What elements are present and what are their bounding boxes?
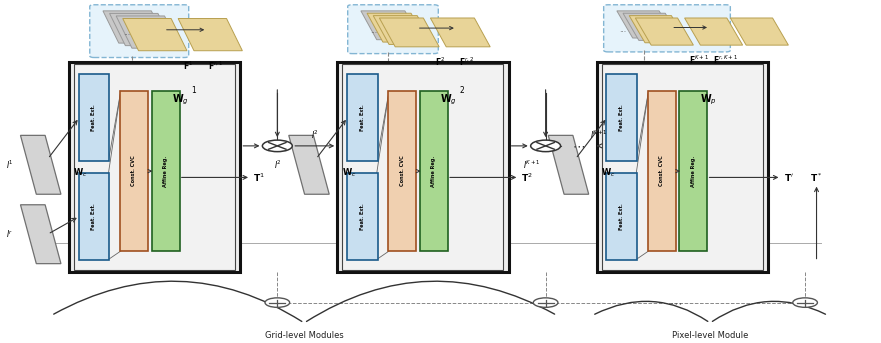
FancyBboxPatch shape (69, 62, 241, 272)
FancyBboxPatch shape (90, 5, 189, 58)
FancyBboxPatch shape (120, 91, 148, 251)
Circle shape (533, 298, 558, 307)
Text: $I^{2}$: $I^{2}$ (274, 158, 282, 171)
Text: $\cdots$: $\cdots$ (572, 139, 585, 152)
FancyBboxPatch shape (152, 91, 180, 251)
Text: $\mathbf{F}^{{r,2}}$: $\mathbf{F}^{{r,2}}$ (459, 55, 475, 68)
Polygon shape (367, 13, 427, 42)
Circle shape (793, 298, 818, 307)
Text: Feat. Ext.: Feat. Ext. (359, 203, 365, 230)
FancyBboxPatch shape (606, 173, 637, 260)
FancyBboxPatch shape (420, 91, 448, 251)
Polygon shape (122, 19, 187, 51)
Text: $\cdots$: $\cdots$ (669, 296, 682, 309)
Polygon shape (685, 18, 743, 45)
Text: $I^{K+1}$: $I^{K+1}$ (589, 128, 608, 141)
FancyBboxPatch shape (606, 74, 637, 161)
Text: $\mathbf{W}_c$: $\mathbf{W}_c$ (601, 167, 616, 179)
FancyBboxPatch shape (74, 64, 235, 270)
Text: $I^{{K+1}}$: $I^{{K+1}}$ (523, 158, 541, 171)
Polygon shape (20, 135, 61, 194)
Text: Feat. Ext.: Feat. Ext. (92, 104, 96, 131)
Text: Feat. Ext.: Feat. Ext. (359, 104, 365, 131)
Text: $\mathbf{T}^*$: $\mathbf{T}^*$ (811, 171, 823, 184)
Polygon shape (289, 135, 329, 194)
Polygon shape (109, 13, 174, 46)
Polygon shape (116, 16, 181, 48)
FancyBboxPatch shape (679, 91, 707, 251)
Text: $\mathbf{F}^{2}$: $\mathbf{F}^{2}$ (435, 55, 445, 68)
Text: $\mathbf{T}'$: $\mathbf{T}'$ (784, 172, 794, 183)
FancyBboxPatch shape (78, 173, 109, 260)
Polygon shape (431, 18, 490, 47)
Text: $I^2$: $I^2$ (311, 128, 319, 141)
Text: ...: ... (619, 25, 626, 34)
FancyBboxPatch shape (348, 5, 439, 54)
Text: $I^{1}$: $I^{1}$ (5, 158, 13, 171)
Text: Affine Reg.: Affine Reg. (691, 155, 696, 187)
Text: $\mathbf{F}^{{r,1}}$: $\mathbf{F}^{{r,1}}$ (208, 59, 223, 72)
Polygon shape (103, 11, 167, 43)
Text: $\mathbf{W}_{g}$: $\mathbf{W}_{g}$ (172, 92, 189, 107)
Text: Pixel-level Module: Pixel-level Module (672, 331, 748, 341)
Polygon shape (730, 18, 788, 45)
Polygon shape (178, 19, 242, 51)
Circle shape (265, 298, 290, 307)
FancyBboxPatch shape (337, 62, 508, 272)
Polygon shape (635, 18, 693, 45)
Polygon shape (617, 11, 675, 38)
Text: ...: ... (370, 25, 377, 35)
Text: $\mathbf{F}^{1}$: $\mathbf{F}^{1}$ (183, 59, 193, 72)
Text: Feat. Ext.: Feat. Ext. (92, 203, 96, 230)
Text: $\mathbf{T}^{2}$: $\mathbf{T}^{2}$ (521, 171, 533, 184)
Text: $1$: $1$ (191, 84, 197, 95)
Text: Const. CVC: Const. CVC (659, 156, 664, 187)
FancyBboxPatch shape (602, 64, 763, 270)
FancyBboxPatch shape (347, 74, 378, 161)
Text: $\mathbf{T}^{1}$: $\mathbf{T}^{1}$ (253, 171, 264, 184)
Polygon shape (20, 205, 61, 264)
FancyBboxPatch shape (596, 62, 768, 272)
Polygon shape (623, 13, 681, 40)
Polygon shape (548, 135, 589, 194)
Text: Affine Reg.: Affine Reg. (432, 155, 436, 187)
Polygon shape (629, 16, 687, 43)
Text: $\mathbf{W}_c$: $\mathbf{W}_c$ (342, 167, 356, 179)
FancyBboxPatch shape (389, 91, 417, 251)
Circle shape (263, 140, 292, 152)
Text: Grid-level Modules: Grid-level Modules (265, 331, 344, 341)
FancyBboxPatch shape (78, 74, 109, 161)
Polygon shape (361, 11, 421, 40)
Text: $\mathbf{F}^{{K+1}}$: $\mathbf{F}^{{K+1}}$ (689, 54, 709, 66)
Text: $2$: $2$ (459, 84, 465, 95)
Text: Feat. Ext.: Feat. Ext. (619, 203, 625, 230)
FancyBboxPatch shape (648, 91, 676, 251)
Text: $\mathbf{W}_{g}$: $\mathbf{W}_{g}$ (440, 92, 457, 107)
FancyBboxPatch shape (343, 64, 503, 270)
FancyBboxPatch shape (347, 173, 378, 260)
Text: $\mathbf{W}_c$: $\mathbf{W}_c$ (73, 167, 88, 179)
Circle shape (530, 140, 560, 152)
Polygon shape (380, 18, 440, 47)
Text: Const. CVC: Const. CVC (400, 156, 404, 187)
Text: Feat. Ext.: Feat. Ext. (619, 104, 625, 131)
FancyBboxPatch shape (603, 5, 730, 52)
Text: $I^r$: $I^r$ (6, 228, 13, 240)
Text: $\mathbf{W}_{p}$: $\mathbf{W}_{p}$ (700, 92, 716, 107)
Text: $\mathbf{F}^{{r,K+1}}$: $\mathbf{F}^{{r,K+1}}$ (714, 54, 738, 66)
Polygon shape (374, 16, 433, 45)
Text: Const. CVC: Const. CVC (131, 156, 137, 187)
Text: Affine Reg.: Affine Reg. (163, 155, 168, 187)
Text: ...: ... (123, 27, 130, 37)
